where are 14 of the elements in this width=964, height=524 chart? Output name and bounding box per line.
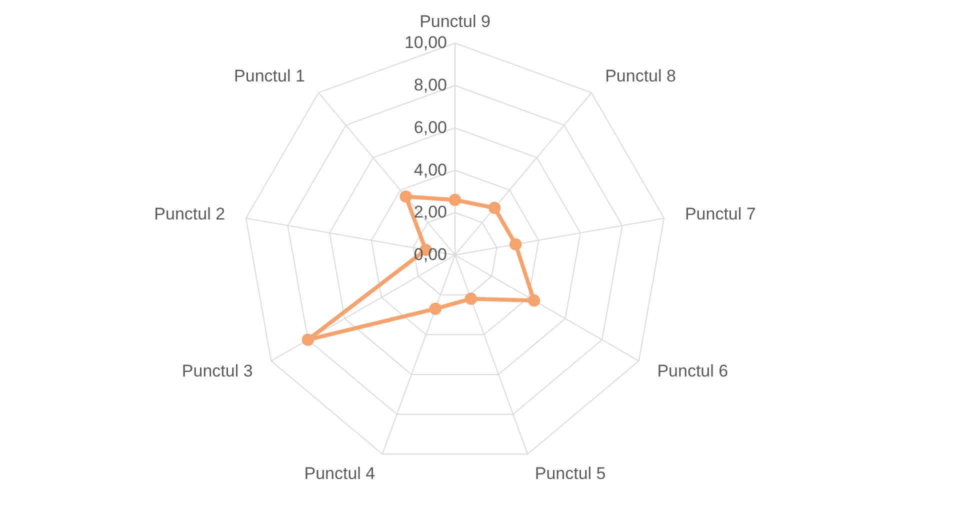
spoke-label: Punctul 7 bbox=[684, 204, 756, 224]
spoke-label: Punctul 4 bbox=[304, 464, 376, 483]
spoke-label: Punctul 8 bbox=[605, 66, 676, 86]
spoke-label: Punctul 3 bbox=[182, 362, 253, 381]
y-tick-label: 4,00 bbox=[414, 160, 447, 180]
spoke-label: Punctul 9 bbox=[420, 12, 490, 31]
y-tick-label: 8,00 bbox=[414, 76, 447, 95]
spoke-label: Punctul 1 bbox=[234, 66, 305, 86]
spoke-label: Punctul 5 bbox=[534, 464, 606, 483]
spoke-label: Punctul 6 bbox=[657, 362, 728, 381]
spoke-label: Punctul 2 bbox=[154, 204, 226, 224]
y-tick-label: 2,00 bbox=[414, 202, 447, 222]
y-tick-label: 10,00 bbox=[404, 33, 447, 52]
y-tick-label: 6,00 bbox=[414, 118, 447, 137]
